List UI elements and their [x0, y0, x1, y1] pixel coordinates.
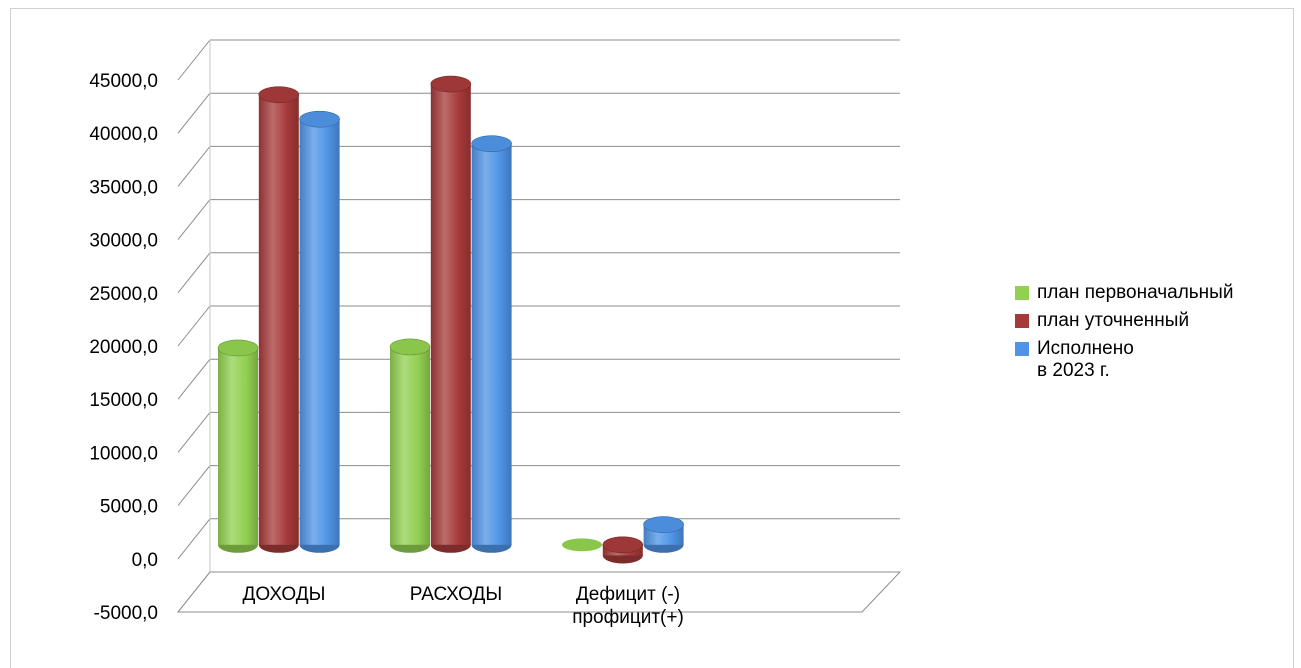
gridline-side-6 [177, 358, 211, 400]
y-tick-label-4: 25000,0 [89, 284, 158, 305]
legend-item-2: Исполнено в 2023 г. [1015, 338, 1297, 382]
gridline-side-1 [177, 92, 211, 134]
x-category-label-1: РАСХОДЫ [410, 584, 502, 605]
y-tick-label-10: -5000,0 [94, 603, 158, 624]
y-tick-label-8: 5000,0 [100, 497, 158, 518]
chart-frame [10, 8, 1294, 668]
bar-cap-2-2 [643, 516, 684, 533]
gridline-side-0 [177, 39, 211, 81]
gridline-side-8 [177, 465, 211, 506]
legend-item-1: план уточненный [1015, 310, 1297, 332]
y-tick-label-9: 0,0 [132, 550, 158, 571]
x-category-label-2-line-0: Дефицит (-) [576, 584, 680, 605]
bar-1-0 [390, 346, 430, 545]
bar-cap-0-1 [258, 86, 300, 104]
y-tick-label-0: 45000,0 [89, 71, 158, 92]
bar-0-1 [258, 94, 299, 545]
legend-label-0: план первоначальный [1037, 282, 1234, 303]
legend: план первоначальный план уточненный Испо… [1015, 282, 1297, 388]
bar-cap-1-1 [430, 75, 472, 93]
bar-cap-0-2 [299, 110, 340, 128]
y-tick-label-1: 40000,0 [89, 124, 158, 145]
legend-swatch-2 [1015, 342, 1029, 356]
legend-item-0: план первоначальный [1015, 282, 1297, 304]
legend-swatch-0 [1015, 286, 1029, 300]
bar-cap-2-0 [562, 538, 602, 552]
y-tick-label-2: 35000,0 [89, 177, 158, 198]
y-tick-label-5: 20000,0 [89, 337, 158, 358]
bar-1-1 [430, 84, 471, 545]
bar-cap-0-0 [217, 339, 259, 357]
legend-label-1: план уточненный [1037, 310, 1190, 331]
x-category-label-0: ДОХОДЫ [243, 584, 326, 605]
gridline-side-4 [177, 252, 211, 294]
bar-1-2 [471, 143, 512, 545]
bar-cap-1-2 [471, 135, 512, 152]
y-tick-label-6: 15000,0 [89, 390, 158, 411]
legend-swatch-1 [1015, 314, 1029, 328]
bar-cap-2-1 [602, 536, 644, 554]
x-category-label-2-line-1: профицит(+) [572, 607, 684, 628]
y-tick-label-3: 30000,0 [89, 231, 158, 252]
bar-cap-1-0 [389, 338, 431, 356]
gridline-side-5 [177, 305, 211, 347]
gridline-side-9 [177, 518, 211, 560]
legend-label-2: Исполнено в 2023 г. [1037, 338, 1134, 381]
gridline-side-7 [177, 412, 211, 453]
gridline-side-2 [177, 146, 211, 187]
bar-0-2 [299, 119, 340, 545]
bar-0-0 [218, 347, 258, 545]
y-tick-label-7: 10000,0 [89, 443, 158, 464]
chart-floor [176, 571, 902, 613]
gridline-side-3 [177, 199, 211, 240]
